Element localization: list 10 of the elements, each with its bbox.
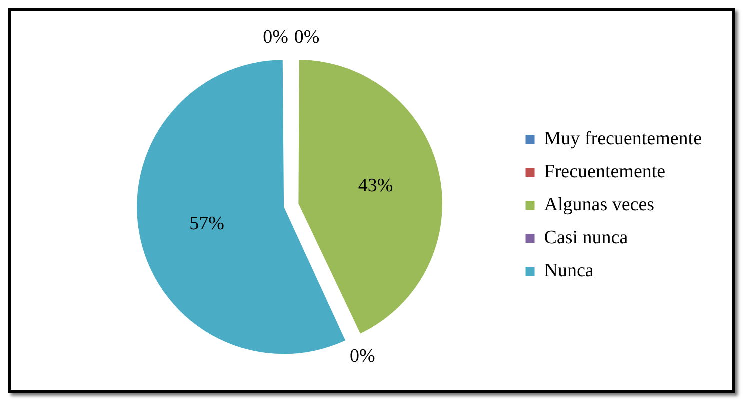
text: 0% [263, 26, 288, 48]
legend-label: Frecuentemente [544, 161, 666, 182]
text: 0% [294, 26, 320, 48]
text: 0% [350, 346, 376, 368]
data-label: 57% [190, 213, 225, 234]
legend-label: Algunas veces [544, 194, 655, 216]
data-label: 43% [358, 176, 394, 197]
legend-label: Muy frecuentemente [544, 128, 702, 150]
legend-label: Casi nunca [544, 227, 629, 248]
legend-label: Nunca [544, 260, 594, 282]
